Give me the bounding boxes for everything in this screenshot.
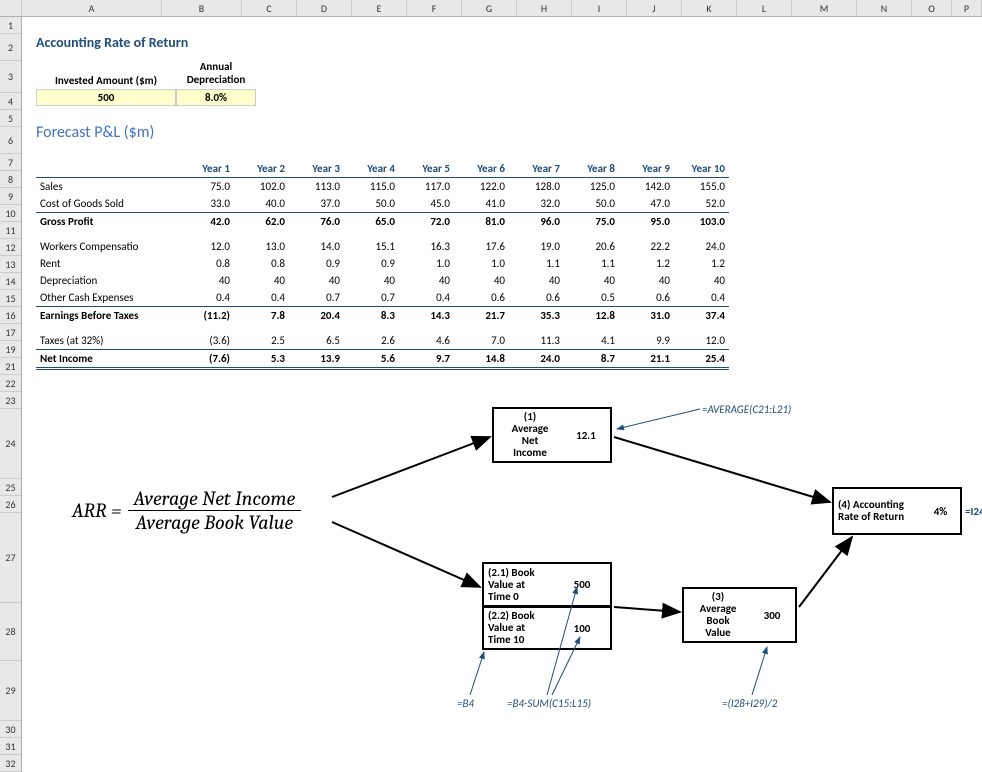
row-header-23[interactable]: 23 [0, 392, 21, 409]
table-row: Net Income(7.6)5.313.95.69.714.824.08.72… [36, 350, 729, 369]
formula-box21: =B4 [457, 697, 474, 710]
row-header-8[interactable]: 8 [0, 171, 21, 188]
input-headers: Invested Amount ($m) Annual Depreciation [36, 60, 256, 87]
forecast-table[interactable]: Year 1 Year 2 Year 3 Year 4 Year 5 Year … [36, 160, 729, 370]
formula-box22: =B4-SUM(C15:L15) [507, 697, 591, 710]
table-row: Rent0.80.80.90.91.01.01.11.11.21.2 [36, 255, 729, 272]
row-header-19[interactable]: 19 [0, 341, 21, 358]
row-header-21[interactable]: 21 [0, 358, 21, 375]
box-book-value-10: (2.2) BookValue atTime 10 100 [482, 606, 612, 650]
table-row: Depreciation40404040404040404040 [36, 272, 729, 289]
col-header-G[interactable]: G [462, 0, 517, 16]
formula-box4: =I24/M29 [965, 505, 982, 518]
section-title: Forecast P&L ($m) [36, 123, 154, 142]
row-header-25[interactable]: 25 [0, 479, 21, 496]
table-row: Other Cash Expenses0.40.40.70.70.40.60.6… [36, 289, 729, 307]
row-header-32[interactable]: 32 [0, 755, 21, 772]
box-arr: (4) AccountingRate of Return 4% [832, 487, 962, 535]
row-header-4[interactable]: 4 [0, 93, 21, 110]
row-header-16[interactable]: 16 [0, 307, 21, 324]
col-header-O[interactable]: O [912, 0, 952, 16]
col-header-A[interactable]: A [22, 0, 162, 16]
input-values: 500 8.0% [36, 89, 256, 106]
formula-box3: =(I28+I29)/2 [722, 697, 777, 710]
col-header-K[interactable]: K [682, 0, 737, 16]
row-header-14[interactable]: 14 [0, 273, 21, 290]
col-header-E[interactable]: E [352, 0, 407, 16]
page-title: Accounting Rate of Return [36, 34, 188, 51]
row-header-12[interactable]: 12 [0, 239, 21, 256]
table-row: Earnings Before Taxes(11.2)7.820.48.314.… [36, 307, 729, 325]
box-avg-book-value: (3)AverageBookValue 300 [682, 587, 797, 643]
formula-box1: =AVERAGE(C21:L21) [702, 403, 791, 416]
col-header-P[interactable]: P [952, 0, 982, 16]
row-header-28[interactable]: 28 [0, 603, 21, 661]
row-header-6[interactable]: 6 [0, 127, 21, 154]
arr-equation: ARR = Average Net Income Average Book Va… [72, 487, 301, 534]
row-header-17[interactable]: 17 [0, 324, 21, 341]
depr-value[interactable]: 8.0% [176, 89, 256, 106]
row-header-11[interactable]: 11 [0, 222, 21, 239]
row-header-1[interactable]: 1 [0, 17, 21, 34]
row-header-30[interactable]: 30 [0, 721, 21, 738]
worksheet[interactable]: Accounting Rate of Return Invested Amoun… [22, 17, 982, 746]
box-avg-net-income: (1)AverageNetIncome 12.1 [492, 407, 612, 463]
row-header-5[interactable]: 5 [0, 110, 21, 127]
col-header-D[interactable]: D [297, 0, 352, 16]
table-row: Cost of Goods Sold33.040.037.050.045.041… [36, 195, 729, 213]
row-header-3[interactable]: 3 [0, 61, 21, 93]
row-header-27[interactable]: 27 [0, 513, 21, 603]
invested-value[interactable]: 500 [36, 89, 176, 106]
row-header-13[interactable]: 13 [0, 256, 21, 273]
col-header-N[interactable]: N [857, 0, 912, 16]
table-row: Sales75.0102.0113.0115.0117.0122.0128.01… [36, 178, 729, 196]
col-header-F[interactable]: F [407, 0, 462, 16]
table-row: Taxes (at 32%)(3.6)2.56.52.64.67.011.34.… [36, 332, 729, 350]
box-book-value-0: (2.1) BookValue atTime 0 500 [482, 562, 612, 606]
column-headers: ABCDEFGHIJKLMNOP [0, 0, 982, 17]
row-header-24[interactable]: 24 [0, 409, 21, 479]
arr-diagram: ARR = Average Net Income Average Book Va… [22, 407, 982, 747]
row-header-9[interactable]: 9 [0, 188, 21, 205]
col-header-H[interactable]: H [517, 0, 572, 16]
col-header-L[interactable]: L [737, 0, 792, 16]
col-header-C[interactable]: C [242, 0, 297, 16]
col-header-B[interactable]: B [162, 0, 242, 16]
row-header-29[interactable]: 29 [0, 661, 21, 721]
row-header-31[interactable]: 31 [0, 738, 21, 755]
row-header-7[interactable]: 7 [0, 154, 21, 171]
col-header-I[interactable]: I [572, 0, 627, 16]
row-header-10[interactable]: 10 [0, 205, 21, 222]
row-header-2[interactable]: 2 [0, 34, 21, 61]
table-row: Workers Compensatio12.013.014.015.116.31… [36, 238, 729, 255]
row-header-15[interactable]: 15 [0, 290, 21, 307]
row-headers: 1234567891011121314151617192122232425262… [0, 17, 22, 772]
row-header-22[interactable]: 22 [0, 375, 21, 392]
year-header-row: Year 1 Year 2 Year 3 Year 4 Year 5 Year … [36, 160, 729, 178]
invested-label: Invested Amount ($m) [36, 60, 176, 87]
col-header-M[interactable]: M [792, 0, 857, 16]
depr-label: Annual Depreciation [176, 60, 256, 87]
row-header-26[interactable]: 26 [0, 496, 21, 513]
col-header-J[interactable]: J [627, 0, 682, 16]
table-row: Gross Profit42.062.076.065.072.081.096.0… [36, 213, 729, 231]
